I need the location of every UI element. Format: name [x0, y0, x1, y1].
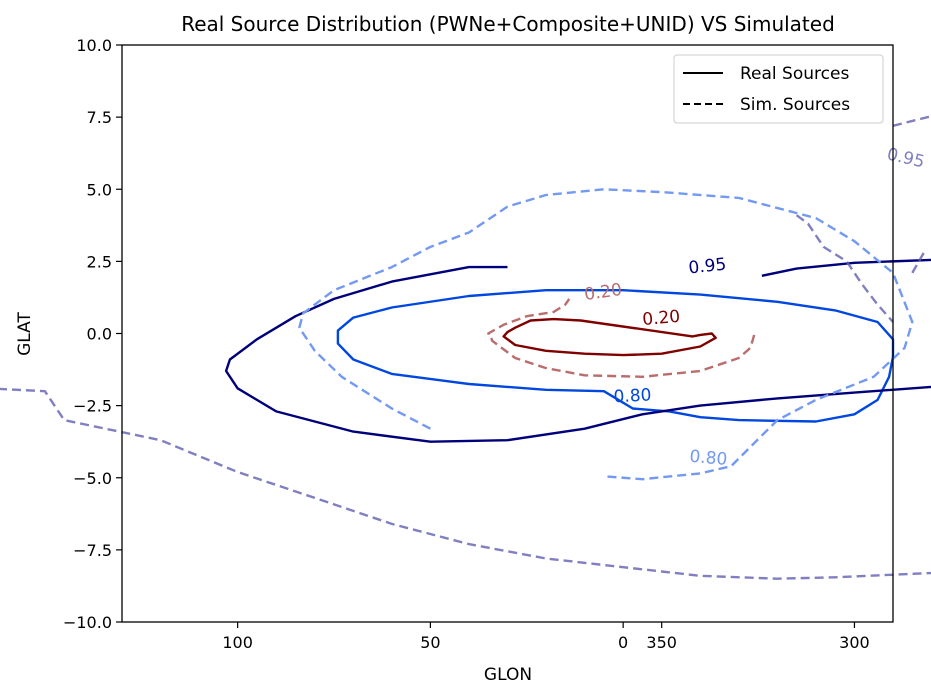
axis-ticks: 100 50 0 350 300 10.0 7.5 5.0 2.5 0.0 −2.5 −5.0 −7.5…	[63, 36, 870, 652]
x-tick-label: 100	[222, 633, 253, 652]
contour-level-label: 0.20	[583, 280, 623, 305]
legend-label-sim: Sim. Sources	[740, 95, 850, 115]
contour-sim-0-95-line	[0, 115, 931, 580]
contour-level-label: 0.80	[613, 385, 652, 407]
legend-label-real: Real Sources	[740, 64, 849, 84]
x-tick-label: 0	[618, 633, 628, 652]
y-tick-label: −2.5	[73, 397, 112, 416]
contour-real-0-95-line	[224, 258, 931, 443]
x-tick-label: 50	[420, 633, 440, 652]
y-tick-label: 2.5	[87, 252, 112, 271]
x-tick-label: 300	[839, 633, 870, 652]
y-tick-label: −7.5	[73, 541, 112, 560]
contour-level-label: 0.80	[689, 447, 728, 470]
y-tick-label: 5.0	[87, 180, 112, 199]
y-tick-label: −10.0	[63, 613, 112, 632]
y-axis-label: GLAT	[15, 312, 35, 356]
chart-title: Real Source Distribution (PWNe+Composite…	[181, 12, 835, 36]
contour-lines: 0.20 0.80 0.95 0.20 0.80 0.95	[0, 115, 931, 580]
y-tick-label: 0.0	[87, 325, 112, 344]
contour-sim-0-95-line	[795, 214, 894, 323]
y-tick-label: 10.0	[76, 36, 112, 55]
x-axis-label: GLON	[484, 665, 532, 685]
contour-real-0-20-line	[502, 317, 717, 357]
y-tick-label: 7.5	[87, 108, 112, 127]
contour-sim-0-20-line	[487, 298, 756, 378]
legend-box	[673, 54, 884, 124]
contour-level-label: 0.95	[688, 255, 728, 279]
contour-level-label: 0.95	[885, 144, 926, 172]
contour-sim-0-95-line	[911, 252, 925, 274]
contour-sim-0-80-line	[298, 188, 914, 481]
legend: Real Sources Sim. Sources	[673, 54, 884, 124]
contour-level-label: 0.20	[642, 307, 681, 330]
x-tick-label: 350	[646, 633, 677, 652]
plot-frame	[121, 44, 894, 623]
contour-real-0-80-line	[336, 289, 895, 423]
y-tick-label: −5.0	[73, 469, 112, 488]
